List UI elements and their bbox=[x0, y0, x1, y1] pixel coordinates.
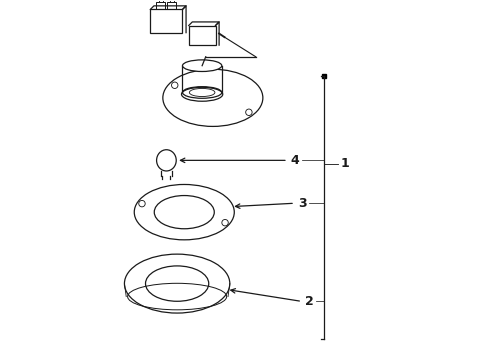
Ellipse shape bbox=[182, 60, 222, 72]
Bar bbox=[156, 2, 165, 9]
Text: 1: 1 bbox=[341, 157, 349, 170]
Text: 2: 2 bbox=[305, 295, 314, 308]
Bar bbox=[167, 2, 176, 9]
Bar bbox=[150, 9, 182, 33]
Text: 3: 3 bbox=[298, 197, 306, 210]
Ellipse shape bbox=[182, 87, 222, 98]
Text: 4: 4 bbox=[291, 154, 299, 167]
Bar bbox=[189, 26, 216, 45]
